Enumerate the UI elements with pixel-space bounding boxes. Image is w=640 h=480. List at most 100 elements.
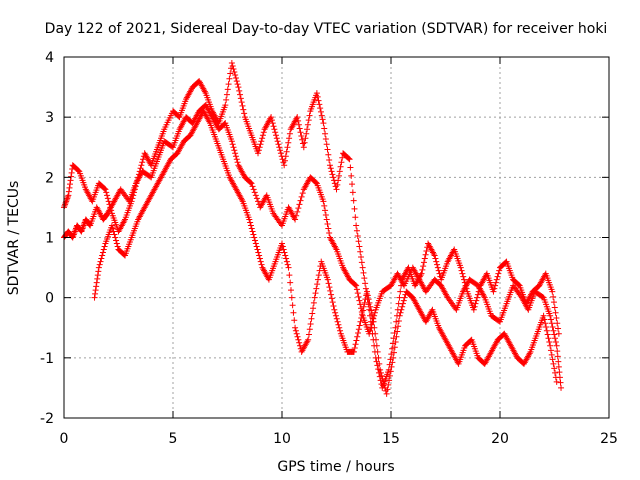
data-point (270, 123, 277, 130)
data-point (283, 148, 290, 155)
series-track-c (91, 108, 560, 397)
data-point (376, 360, 383, 367)
data-point (325, 225, 332, 232)
data-point (258, 138, 265, 145)
data-point (353, 282, 360, 289)
y-tick-label: 2 (45, 170, 54, 186)
data-point (544, 331, 551, 338)
data-point (390, 349, 397, 356)
data-point (231, 147, 238, 154)
x-tick-label: 25 (600, 431, 618, 447)
data-point (420, 259, 427, 266)
data-point (335, 177, 342, 184)
data-point (378, 372, 385, 379)
data-point (232, 72, 239, 79)
data-point (295, 117, 302, 124)
data-point (358, 314, 365, 321)
data-point (550, 293, 557, 300)
data-point (237, 91, 244, 98)
data-point (398, 282, 405, 289)
data-point (320, 120, 327, 127)
data-point (238, 99, 245, 106)
data-point (555, 325, 562, 332)
data-point (459, 270, 466, 277)
data-point (359, 264, 366, 271)
data-point (355, 330, 362, 337)
data-point (555, 358, 562, 365)
data-point (398, 306, 405, 313)
data-point (492, 282, 499, 289)
data-point (554, 320, 561, 327)
data-point (373, 342, 380, 349)
data-point (364, 288, 371, 295)
data-point (314, 276, 321, 283)
data-point (248, 225, 255, 232)
chart-title: Day 122 of 2021, Sidereal Day-to-day VTE… (45, 21, 608, 37)
data-point (553, 314, 560, 321)
data-point (232, 75, 239, 82)
data-point (294, 114, 301, 121)
data-point (337, 327, 344, 334)
data-point (287, 279, 294, 286)
data-point (256, 252, 263, 259)
data-point (300, 144, 307, 151)
data-point (386, 377, 393, 384)
data-point (252, 237, 259, 244)
data-point (131, 186, 138, 193)
data-point (434, 264, 441, 271)
data-point (551, 331, 558, 338)
data-point (249, 183, 256, 190)
data-point (330, 302, 337, 309)
data-point (552, 369, 559, 376)
data-point (272, 129, 279, 136)
data-point (339, 154, 346, 161)
data-point (234, 159, 241, 166)
data-point (542, 320, 549, 327)
data-point (390, 354, 397, 361)
x-tick-label: 5 (169, 431, 178, 447)
data-point (286, 130, 293, 137)
data-point (351, 205, 358, 212)
data-point (135, 174, 142, 181)
data-point (248, 180, 255, 187)
data-point (320, 198, 327, 205)
data-point (309, 310, 316, 317)
data-point (292, 216, 299, 223)
data-point (251, 189, 258, 196)
data-point (436, 270, 443, 277)
data-point (281, 249, 288, 256)
data-point (355, 293, 362, 300)
data-point (336, 324, 343, 331)
data-point (259, 132, 266, 139)
data-point (227, 70, 234, 77)
data-point (240, 106, 247, 113)
data-point (494, 273, 501, 280)
data-point (296, 125, 303, 132)
data-point (113, 237, 120, 244)
data-point (282, 153, 289, 160)
data-point (345, 155, 352, 162)
data-point (397, 288, 404, 295)
data-point (337, 163, 344, 170)
x-tick-label: 10 (273, 431, 291, 447)
data-point (305, 117, 312, 124)
data-point (367, 303, 374, 310)
data-point (322, 130, 329, 137)
data-point (135, 171, 142, 178)
data-point (317, 105, 324, 112)
data-point (472, 300, 479, 307)
data-point (233, 78, 240, 85)
data-point (549, 356, 556, 363)
data-point (223, 96, 230, 103)
data-point (352, 214, 359, 221)
data-point (319, 116, 326, 123)
data-point (391, 344, 398, 351)
data-point (333, 315, 340, 322)
data-point (476, 285, 483, 292)
data-point (546, 339, 553, 346)
data-point (111, 231, 118, 238)
data-point (283, 258, 290, 265)
data-point (346, 156, 353, 163)
data-point (549, 323, 556, 330)
data-point (353, 222, 360, 229)
